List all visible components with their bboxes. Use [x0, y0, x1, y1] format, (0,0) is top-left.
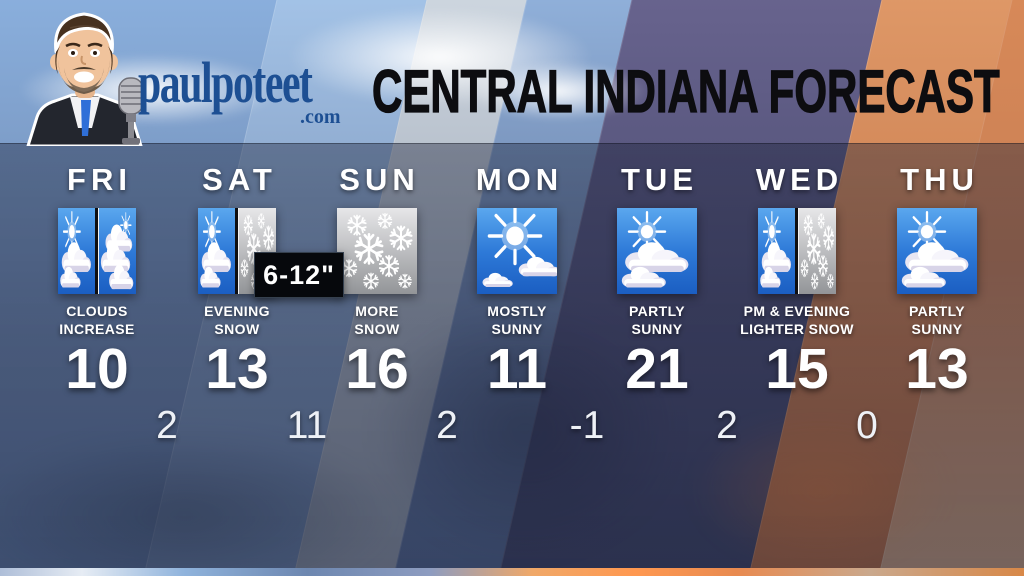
- high-temp: 11: [486, 337, 548, 401]
- icon-divider: [795, 208, 799, 294]
- day-column-sat: SAT EVENING SNOW 13: [167, 160, 307, 398]
- day-label: MON: [475, 162, 564, 197]
- high-temp: 21: [625, 337, 689, 401]
- day-label: THU: [900, 162, 979, 197]
- day-column-fri: FRI CLOUDS INCREASE 10: [27, 160, 167, 398]
- condition-label: MORE SNOW: [354, 303, 400, 338]
- partly-sunny-then-snow-split-icon: [198, 208, 276, 294]
- logo-tld: .com: [300, 106, 341, 128]
- low-temp: 2: [156, 404, 178, 447]
- partly-sunny-icon: [617, 208, 697, 294]
- forecast-grid: FRI CLOUDS INCREASE 10 SAT EVENING SNOW 13: [27, 160, 1007, 398]
- day-label: WED: [755, 162, 844, 197]
- condition-label: PM & EVENING LIGHTER SNOW: [740, 303, 854, 338]
- condition-label: PARTLY SUNNY: [628, 303, 686, 338]
- low-temp: 0: [856, 404, 878, 447]
- low-temp: -1: [569, 404, 605, 447]
- mostly-sunny-icon: [477, 208, 557, 294]
- partly-sunny-then-snow-split-icon: [758, 208, 836, 294]
- logo: paulpoteet .com: [138, 50, 398, 129]
- day-column-thu: THU PARTLY SUNNY 13: [867, 160, 1007, 398]
- icon-divider: [235, 208, 239, 294]
- day-label: SAT: [202, 162, 277, 197]
- sunset-glow-blob: [690, 410, 950, 570]
- overnight-lows-row: 2 11 2 -1 2 0: [97, 404, 937, 448]
- low-temp: 2: [716, 404, 738, 447]
- dark-cloud-blob: [0, 430, 400, 576]
- microphone-icon: [118, 77, 144, 144]
- high-temp: 10: [65, 337, 129, 401]
- day-column-tue: TUE PARTLY SUNNY 21: [587, 160, 727, 398]
- day-column-mon: MON MOSTLY SUNNY 11: [447, 160, 587, 398]
- snow-icon: [337, 208, 417, 294]
- background-bottom-strip: [0, 568, 1024, 576]
- logo-name: paulpoteet: [138, 50, 313, 115]
- partly-sunny-then-mostly-cloudy-split-icon: [58, 208, 136, 294]
- day-column-wed: WED PM & EVENING LIGHTER SNOW 15: [727, 160, 867, 398]
- high-temp: 13: [905, 337, 969, 401]
- condition-label: PARTLY SUNNY: [908, 303, 966, 338]
- page-title: CENTRAL INDIANA FORECAST: [372, 58, 1001, 125]
- day-label: FRI: [67, 162, 132, 197]
- day-column-sun: SUN MORE SNOW 16: [307, 160, 447, 398]
- dark-cloud-blob: [370, 300, 680, 560]
- condition-label: MOSTLY SUNNY: [487, 303, 547, 338]
- icon-divider: [95, 208, 99, 294]
- partly-sunny-icon: [897, 208, 977, 294]
- condition-label: EVENING SNOW: [204, 303, 270, 338]
- low-temp: 11: [286, 404, 328, 447]
- paul-poteet-avatar: [26, 12, 144, 146]
- high-temp: 15: [765, 337, 829, 401]
- high-temp: 16: [345, 337, 409, 401]
- snow-amount-badge: 6-12": [254, 252, 344, 298]
- high-temp: 13: [205, 337, 269, 401]
- day-label: SUN: [339, 162, 420, 197]
- low-temp: 2: [436, 404, 458, 447]
- cloud-blob: [470, 62, 645, 120]
- condition-label: CLOUDS INCREASE: [59, 303, 135, 338]
- day-label: TUE: [621, 162, 698, 197]
